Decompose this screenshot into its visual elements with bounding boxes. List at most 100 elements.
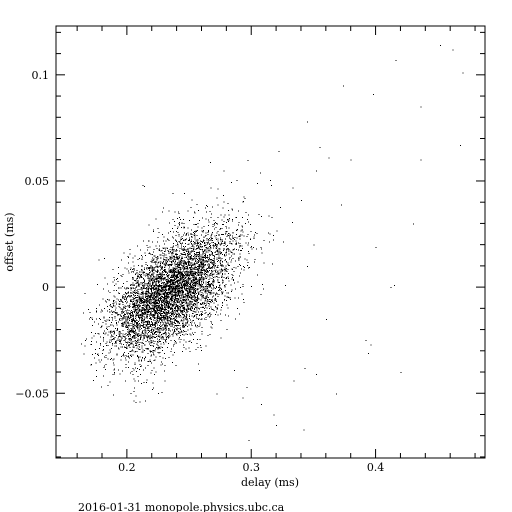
- data-point: [198, 319, 199, 320]
- data-point: [96, 341, 97, 343]
- data-point: [146, 325, 147, 327]
- data-point: [120, 336, 122, 338]
- data-point: [158, 287, 159, 289]
- data-point: [157, 270, 158, 271]
- data-point: [135, 283, 137, 284]
- data-point: [125, 333, 127, 334]
- data-point: [238, 222, 240, 223]
- data-point: [212, 299, 213, 301]
- data-point: [119, 319, 120, 320]
- data-point: [177, 305, 179, 307]
- data-point: [193, 283, 194, 284]
- data-point: [207, 314, 209, 315]
- data-point: [169, 266, 170, 268]
- data-point: [184, 296, 186, 298]
- data-point: [192, 264, 194, 265]
- data-point: [205, 306, 206, 308]
- data-point: [160, 308, 161, 309]
- data-point: [213, 280, 215, 282]
- data-point: [169, 249, 171, 250]
- data-point: [104, 308, 105, 309]
- data-point: [207, 274, 208, 276]
- data-point: [121, 343, 122, 345]
- data-point: [141, 308, 143, 310]
- data-point: [214, 259, 215, 261]
- data-point: [181, 331, 182, 333]
- data-point: [227, 269, 229, 270]
- data-point: [112, 336, 114, 337]
- data-point: [189, 267, 191, 268]
- data-point: [136, 302, 138, 304]
- data-point: [113, 302, 115, 304]
- data-point: [206, 307, 208, 309]
- data-point: [168, 296, 169, 297]
- data-point: [176, 271, 178, 273]
- data-point: [162, 278, 164, 279]
- data-point: [129, 325, 131, 326]
- data-point: [237, 308, 238, 309]
- data-point: [177, 254, 178, 255]
- data-point: [190, 288, 192, 290]
- data-point: [183, 284, 184, 286]
- data-point: [136, 341, 137, 342]
- data-point: [222, 224, 223, 225]
- data-point: [157, 328, 158, 330]
- data-point: [149, 318, 151, 319]
- data-point: [149, 281, 151, 282]
- data-point: [126, 327, 127, 328]
- data-point: [121, 356, 122, 357]
- data-point: [109, 381, 111, 383]
- data-point: [126, 342, 127, 343]
- data-point: [163, 308, 164, 310]
- data-point: [225, 233, 226, 235]
- data-point: [152, 272, 154, 274]
- data-point: [128, 353, 129, 354]
- data-point: [182, 280, 184, 281]
- data-point: [153, 387, 154, 389]
- data-point: [178, 308, 179, 310]
- data-point: [118, 299, 119, 301]
- data-point: [198, 270, 199, 271]
- data-point: [198, 247, 200, 249]
- data-point: [124, 287, 125, 289]
- data-point: [167, 289, 169, 291]
- data-point: [170, 315, 171, 316]
- data-point: [160, 264, 161, 266]
- data-point: [260, 247, 262, 248]
- data-point: [216, 223, 217, 224]
- data-point: [187, 253, 188, 254]
- data-point: [134, 335, 136, 337]
- data-point: [105, 357, 107, 358]
- data-point: [171, 273, 173, 275]
- data-point: [201, 315, 202, 316]
- data-point: [199, 324, 201, 326]
- data-point: [187, 291, 188, 292]
- data-point: [212, 238, 213, 239]
- data-point: [180, 288, 182, 289]
- data-point: [159, 292, 161, 294]
- data-point: [202, 272, 203, 273]
- data-point: [136, 290, 138, 291]
- data-point: [193, 234, 195, 236]
- data-point: [133, 314, 134, 316]
- data-point: [215, 288, 216, 289]
- data-point: [195, 288, 196, 289]
- data-point: [128, 333, 129, 335]
- data-point: [155, 263, 156, 265]
- data-point: [134, 306, 136, 308]
- data-point: [107, 283, 108, 285]
- data-point: [202, 273, 203, 275]
- data-point: [104, 277, 106, 279]
- data-point: [144, 337, 145, 339]
- data-point: [159, 311, 161, 313]
- data-point: [173, 231, 174, 233]
- data-point: [170, 264, 172, 265]
- data-point: [142, 316, 144, 317]
- data-point: [188, 263, 189, 265]
- data-point: [112, 374, 114, 375]
- data-point: [148, 335, 150, 336]
- data-point: [143, 240, 144, 242]
- data-point: [190, 292, 191, 294]
- data-point: [145, 293, 146, 295]
- data-point: [104, 333, 106, 335]
